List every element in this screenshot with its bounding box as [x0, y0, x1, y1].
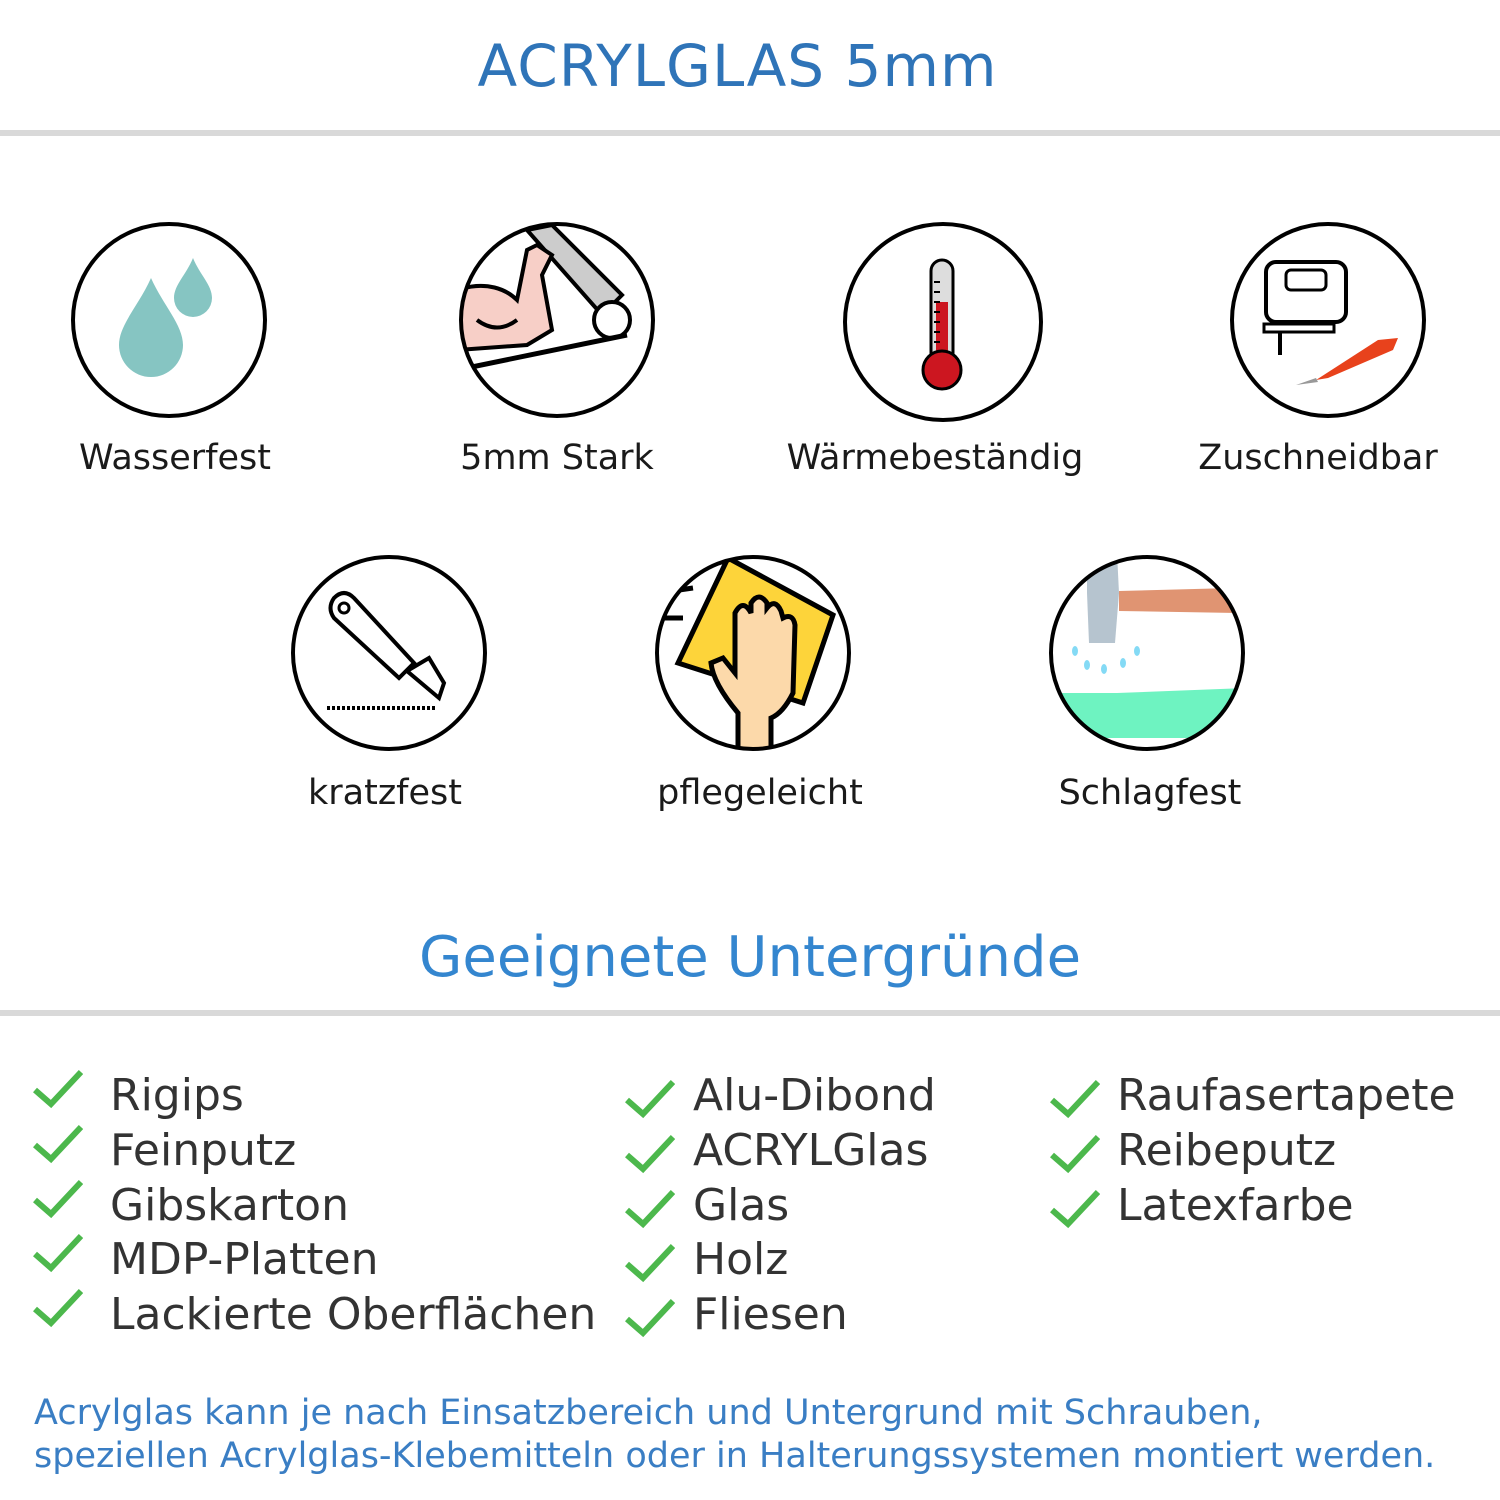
footer-line: Acrylglas kann je nach Einsatzbereich un…	[34, 1393, 1263, 1433]
cutter-knife-icon	[291, 555, 487, 751]
check-icon	[1050, 1079, 1100, 1119]
hand-sponge-icon	[655, 555, 851, 751]
surfaces-title: Geeignete Untergründe	[418, 925, 1082, 990]
check-icon	[33, 1288, 83, 1328]
feature-label: Wasserfest	[78, 438, 272, 478]
check-icon	[625, 1134, 675, 1174]
check-icon	[33, 1124, 83, 1164]
check-icon	[625, 1079, 675, 1119]
water-drops-icon	[71, 222, 267, 418]
surface-item: Raufasertapete	[1117, 1070, 1456, 1121]
feature-label: 5mm Stark	[460, 438, 654, 478]
strong-arm-icon	[459, 222, 655, 418]
check-icon	[625, 1298, 675, 1338]
footer-note: Acrylglas kann je nach Einsatzbereich un…	[34, 1392, 1435, 1478]
check-icon	[625, 1243, 675, 1283]
divider	[0, 130, 1500, 136]
surface-item: Gibskarton	[110, 1180, 349, 1231]
page-title: ACRYLGLAS 5mm	[477, 32, 998, 100]
check-icon	[33, 1179, 83, 1219]
surface-item: MDP-Platten	[110, 1234, 379, 1285]
divider	[0, 1010, 1500, 1016]
surface-item: Feinputz	[110, 1125, 297, 1176]
surface-item: Fliesen	[693, 1289, 848, 1340]
surface-item: Latexfarbe	[1117, 1180, 1354, 1231]
check-icon	[33, 1069, 83, 1109]
jigsaw-knife-icon	[1230, 222, 1426, 418]
feature-label: pflegeleicht	[657, 773, 863, 813]
check-icon	[33, 1233, 83, 1273]
thermometer-icon	[843, 222, 1043, 422]
check-icon	[1050, 1189, 1100, 1229]
surface-item: ACRYLGlas	[693, 1125, 929, 1176]
surface-item: Rigips	[110, 1070, 244, 1121]
surface-item: Lackierte Oberflächen	[110, 1289, 597, 1340]
feature-label: Wärmebeständig	[786, 438, 1084, 478]
check-icon	[1050, 1134, 1100, 1174]
feature-label: Schlagfest	[1058, 773, 1242, 813]
feature-label: Zuschneidbar	[1198, 438, 1438, 478]
surface-item: Alu-Dibond	[693, 1070, 936, 1121]
surface-item: Glas	[693, 1180, 790, 1231]
surface-item: Holz	[693, 1234, 789, 1285]
hammer-icon	[1049, 555, 1245, 751]
footer-line: speziellen Acrylglas-Klebemitteln oder i…	[34, 1436, 1436, 1476]
surface-item: Reibeputz	[1117, 1125, 1337, 1176]
feature-label: kratzfest	[307, 773, 462, 813]
check-icon	[625, 1189, 675, 1229]
